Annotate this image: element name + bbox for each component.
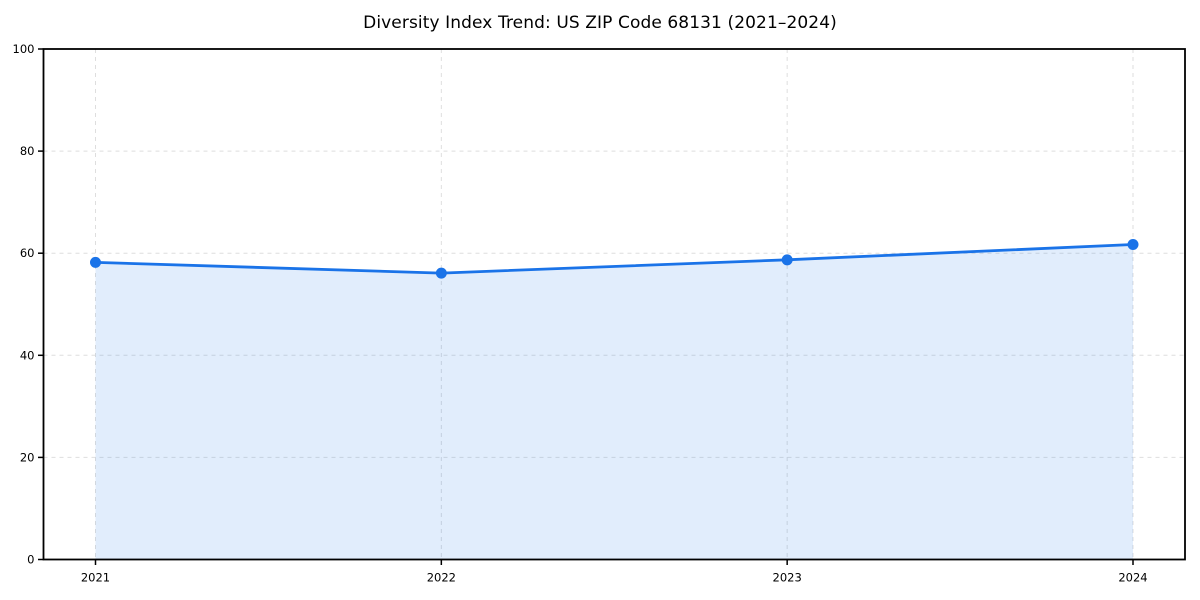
data-point-2023 [781,254,793,266]
y-tick-label: 40 [20,348,35,362]
y-tick-label: 0 [27,553,34,567]
chart-title: Diversity Index Trend: US ZIP Code 68131… [363,13,837,33]
data-point-2024 [1127,239,1139,251]
y-tick-label: 20 [20,450,35,464]
x-tick-label: 2022 [427,571,456,585]
x-tick-label: 2023 [773,571,802,585]
x-tick-label: 2024 [1118,571,1147,585]
trend-line [94,243,1135,275]
y-tick-label: 60 [20,246,35,260]
area-fill [95,244,1133,560]
x-tick-label: 2021 [81,571,110,585]
y-tick-label: 80 [20,144,35,158]
plot-border [42,48,1186,561]
data-point-2022 [435,267,447,279]
y-tick-label: 100 [13,42,35,56]
data-point-2021 [90,256,101,268]
